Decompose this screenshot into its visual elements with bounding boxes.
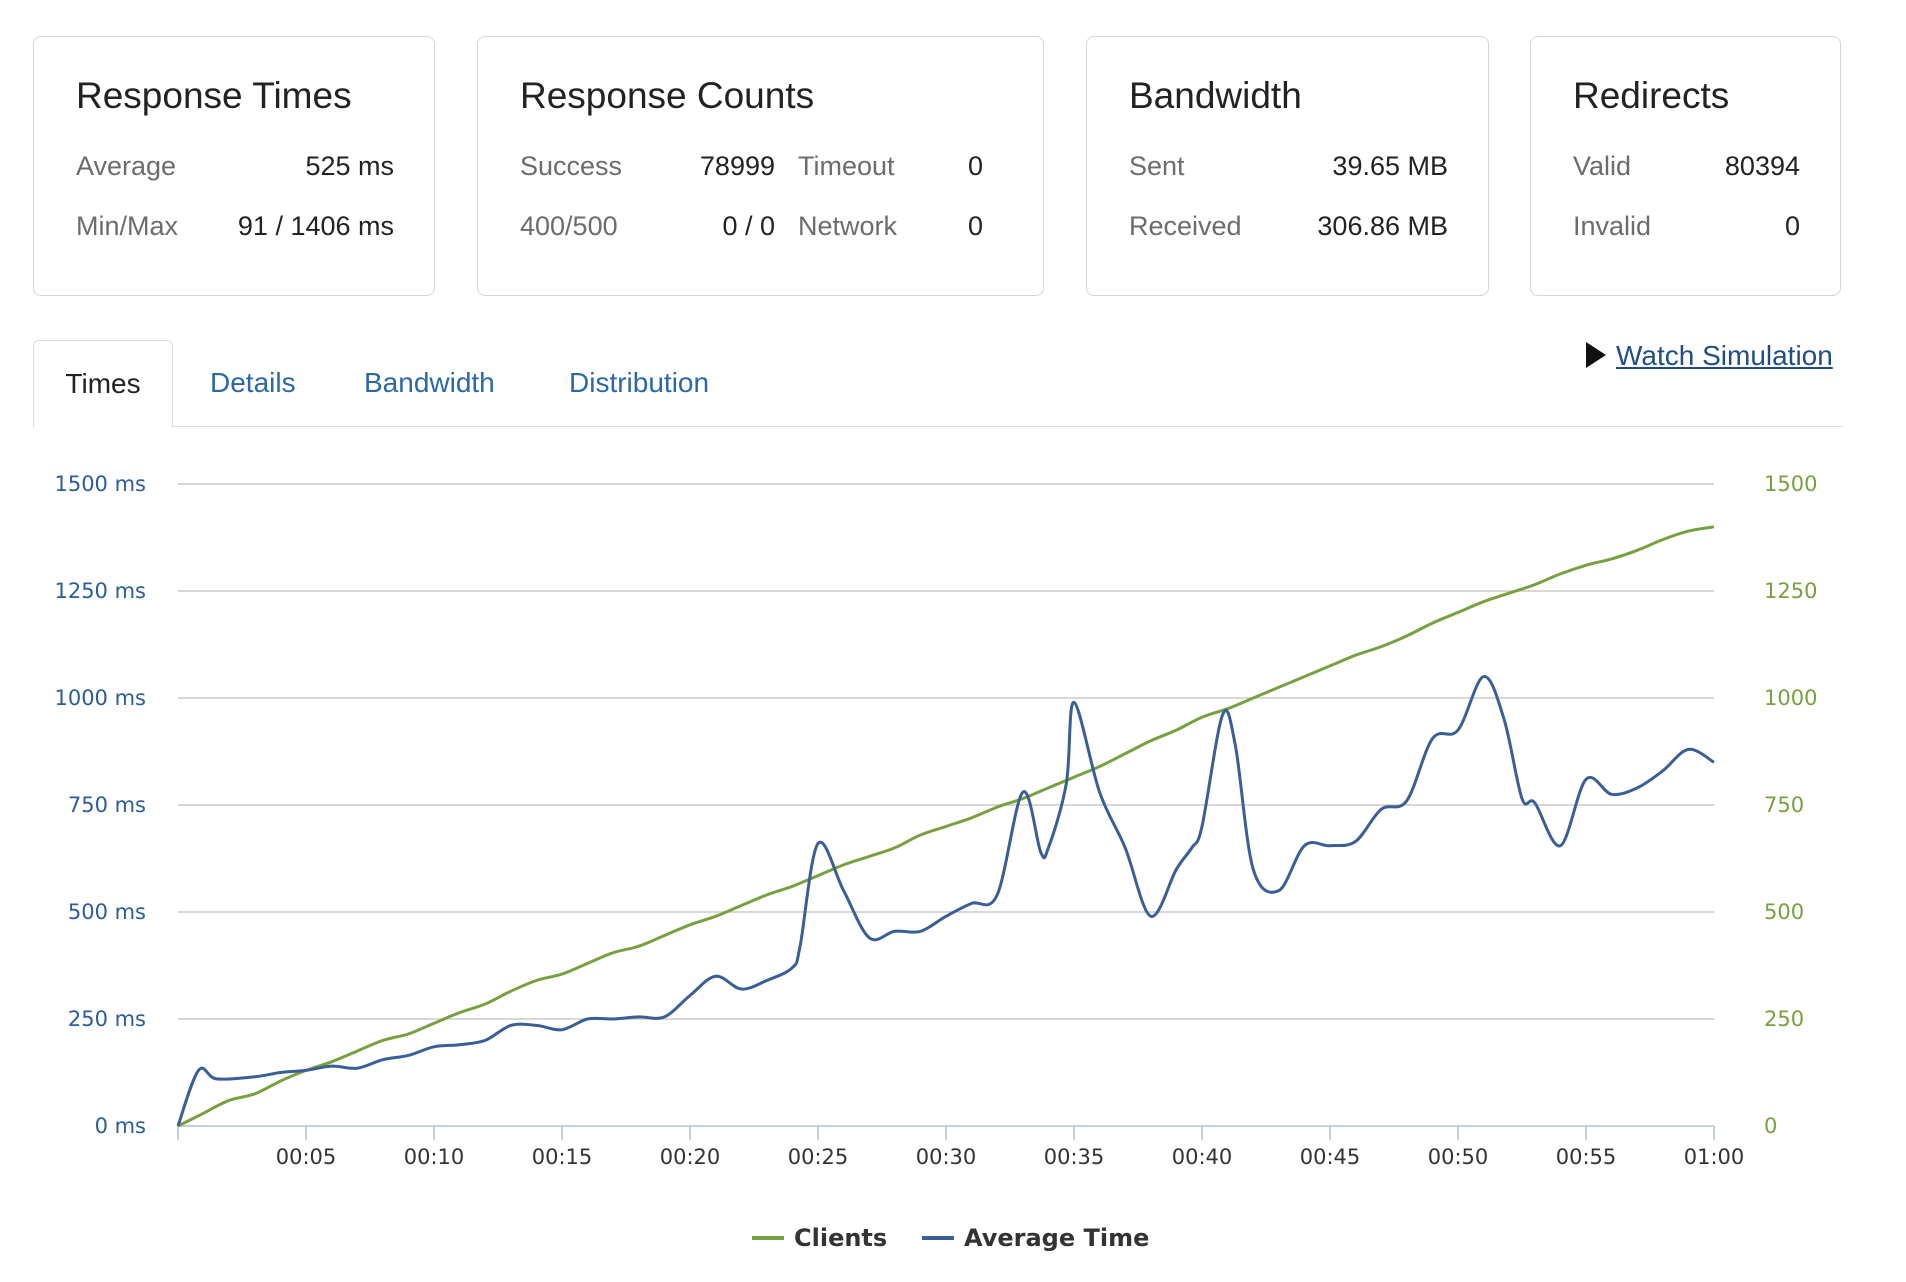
tab-bandwidth[interactable]: Bandwidth	[364, 367, 495, 398]
x-tick-label: 00:30	[916, 1145, 977, 1169]
x-tick-label: 00:25	[788, 1145, 849, 1169]
play-icon	[1586, 342, 1606, 368]
tab-times[interactable]: Times	[33, 340, 173, 428]
summary-cards: Response Times Average 525 ms Min/Max 91…	[33, 36, 1843, 298]
errors-label: 400/500	[520, 211, 618, 241]
x-tick-label: 00:45	[1300, 1145, 1361, 1169]
y-right-tick-label: 1250	[1764, 579, 1817, 603]
errors-value: 0 / 0	[722, 211, 775, 241]
y-right-tick-label: 750	[1764, 793, 1804, 817]
y-right-tick-label: 250	[1764, 1007, 1804, 1031]
valid-value: 80394	[1724, 151, 1800, 181]
redirects-card: Redirects Valid 80394 Invalid 0	[1530, 36, 1841, 296]
card-title: Bandwidth	[1129, 75, 1302, 116]
card-title: Redirects	[1573, 75, 1730, 116]
invalid-label: Invalid	[1573, 211, 1652, 241]
valid-label: Valid	[1573, 151, 1632, 181]
y-left-tick-label: 500 ms	[68, 900, 146, 924]
y-left-tick-label: 750 ms	[68, 793, 146, 817]
x-tick-label: 00:50	[1428, 1145, 1489, 1169]
network-label: Network	[798, 211, 898, 241]
times-chart: 00:05 00:10 00:15 00:20 00:25 00:30 00:35 00:40…	[54, 472, 1817, 1252]
response-times-card: Response Times Average 525 ms Min/Max 91…	[33, 36, 435, 296]
average-time-legend-label: Average Time	[964, 1224, 1149, 1252]
received-value: 306.86 MB	[1317, 211, 1448, 241]
y-right-tick-label: 500	[1764, 900, 1804, 924]
network-value: 0	[967, 211, 983, 241]
y-right-tick-label: 1000	[1764, 686, 1817, 710]
timeout-value: 0	[967, 151, 983, 181]
timeout-label: Timeout	[798, 151, 895, 181]
x-tick-label: 00:05	[276, 1145, 337, 1169]
x-tick-label: 00:40	[1172, 1145, 1233, 1169]
invalid-value: 0	[1784, 211, 1800, 241]
tab-details[interactable]: Details	[210, 367, 296, 398]
x-tick-label: 00:15	[532, 1145, 593, 1169]
y-left-tick-label: 250 ms	[68, 1007, 146, 1031]
clients-series-line	[177, 525, 1715, 1128]
received-label: Received	[1129, 211, 1242, 241]
minmax-label: Min/Max	[76, 211, 179, 241]
y-left-tick-label: 0 ms	[95, 1114, 146, 1138]
chart-tabs: Times Details Bandwidth Distribution	[33, 340, 1843, 428]
clients-legend-label: Clients	[794, 1224, 887, 1252]
x-tick-label: 00:20	[660, 1145, 721, 1169]
watch-simulation-label: Watch Simulation	[1616, 340, 1833, 371]
y-left-tick-label: 1000 ms	[54, 686, 146, 710]
tab-distribution[interactable]: Distribution	[569, 367, 710, 398]
x-tick-label: 00:55	[1556, 1145, 1617, 1169]
success-label: Success	[520, 151, 623, 181]
y-left-tick-label: 1500 ms	[54, 472, 146, 496]
minmax-value: 91 / 1406 ms	[237, 211, 394, 241]
card-title: Response Counts	[520, 75, 815, 116]
average-time-series-line	[176, 675, 1715, 1127]
average-value: 525 ms	[305, 151, 394, 181]
y-right-tick-label: 1500	[1764, 472, 1817, 496]
success-value: 78999	[699, 151, 775, 181]
x-tick-label: 01:00	[1684, 1145, 1745, 1169]
bandwidth-card: Bandwidth Sent 39.65 MB Received 306.86 …	[1086, 36, 1489, 296]
y-right-tick-label: 0	[1764, 1114, 1777, 1138]
response-counts-card: Response Counts Success 78999 Timeout 0 …	[477, 36, 1044, 296]
card-title: Response Times	[76, 75, 352, 116]
average-label: Average	[76, 151, 177, 181]
sent-label: Sent	[1129, 151, 1185, 181]
x-tick-label: 00:35	[1044, 1145, 1105, 1169]
sent-value: 39.65 MB	[1332, 151, 1448, 181]
x-tick-label: 00:10	[404, 1145, 465, 1169]
y-left-tick-label: 1250 ms	[54, 579, 146, 603]
watch-simulation-link[interactable]: Watch Simulation	[1586, 340, 1833, 380]
